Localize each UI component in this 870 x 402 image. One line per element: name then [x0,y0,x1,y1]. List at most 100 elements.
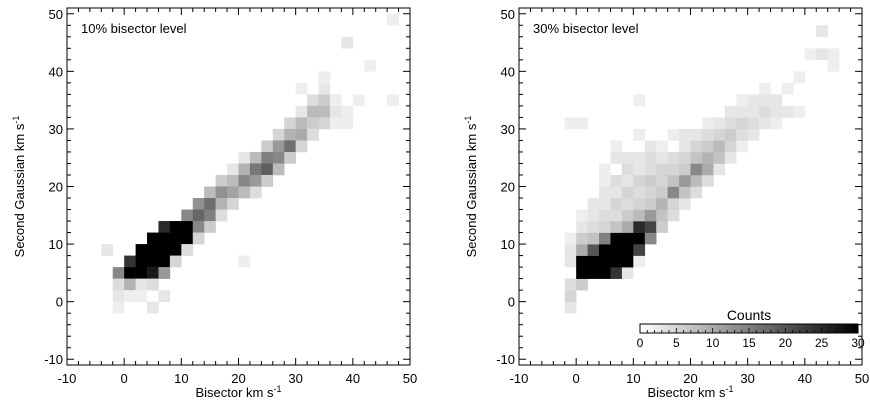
x-tick-label: 50 [403,371,417,386]
x-tick-label: 50 [855,371,869,386]
heatmap-cell [204,221,216,233]
heatmap-cell [318,117,331,130]
heatmap-cell [261,163,274,176]
panel-annotation: 30% bisector level [533,21,639,36]
heatmap-cell [329,117,342,130]
heatmap-cell [135,255,148,268]
heatmap-cell [599,209,611,222]
heatmap-cell [667,198,680,210]
heatmap-cell [679,151,691,164]
x-tick-label: 20 [231,371,245,386]
heatmap-cell [816,25,828,38]
heatmap-cell [736,128,748,141]
heatmap-cell [827,59,840,72]
heatmap-cell [736,94,748,107]
heatmap-cell [238,151,251,164]
heatmap-cell [576,209,588,222]
colorbar-tick-label: 25 [815,336,829,350]
heatmap-cell [747,94,760,107]
heatmap-cell [781,105,794,118]
heatmap-cell [724,140,737,153]
heatmap-cell [690,151,703,164]
heatmap-cell [747,117,760,130]
heatmap-cell [644,140,657,153]
heatmap-cell [587,221,600,233]
heatmap-cell [192,209,205,222]
heatmap-cell [215,209,228,222]
heatmap-cell [610,151,623,164]
heatmap-cell [124,290,136,302]
heatmap-cell [238,186,251,199]
x-tick-label: 10 [626,371,640,386]
x-tick-label: 30 [288,371,302,386]
heatmap-cell [227,174,239,187]
heatmap-cell [307,117,319,130]
heatmap-cell [329,94,342,107]
heatmap-cell [576,267,588,279]
x-axis-label: Bisector km s-1 [195,384,281,400]
heatmap-cell [621,221,634,233]
heatmap-cell [249,174,262,187]
heatmap-cell [227,163,239,176]
heatmap-cell [124,255,136,268]
heatmap-cell [576,221,588,233]
axis-ticks [66,8,411,365]
heatmap-cell [621,198,634,210]
x-tick-label: 30 [740,371,754,386]
heatmap-cell [341,105,354,118]
heatmap-cell [261,140,274,153]
x-axis-label: Bisector km s-1 [647,384,733,400]
heatmap-cell [352,94,365,107]
heatmap-cell [736,117,748,130]
heatmap-cell [227,198,239,210]
heatmap-cell [272,151,285,164]
heatmap-cell [816,48,828,61]
heatmap-cell [295,82,308,95]
heatmap-cell [656,221,668,233]
heatmap-cell [656,186,668,199]
heatmap-cell [633,209,646,222]
heatmap-cell [599,186,611,199]
heatmap-cell [644,209,657,222]
heatmap-cell [147,255,159,268]
heatmap-cell [621,151,634,164]
heatmap-cell [656,163,668,176]
colorbar-tick-label: 30 [851,336,865,350]
heatmap-cell [564,232,577,245]
heatmap-cell [759,94,771,107]
heatmap-cell [633,244,646,256]
heatmap-cell [238,174,251,187]
heatmap-cell [147,278,159,291]
heatmap-cell [656,209,668,222]
heatmap-cell [599,267,611,279]
heatmap-cell [667,186,680,199]
heatmap-cell [644,232,657,245]
heatmap-cell [656,174,668,187]
heatmap-cell [135,290,148,302]
heatmap-cell [804,48,817,61]
y-tick-label: 0 [56,295,63,310]
heatmap-cell [249,186,262,199]
y-tick-labels: -10 0 10 20 30 40 50 [44,7,63,367]
y-tick-label: 10 [501,237,515,252]
heatmap-cell [713,140,726,153]
heatmap-cell [633,232,646,245]
heatmap-cell [576,117,588,130]
heatmap-cell [610,174,623,187]
colorbar-ticks [639,328,859,333]
heatmap-cell [284,140,296,153]
y-tick-label: 40 [501,64,515,79]
heatmap-cell [679,140,691,153]
heatmap-cell [181,221,194,233]
heatmap-cell [701,117,714,130]
x-tick-label: 40 [346,371,360,386]
heatmap-cell [633,186,646,199]
heatmap-cell [295,140,308,153]
heatmap-cell [610,244,623,256]
heatmap-cell [147,244,159,256]
heatmap-cell [158,244,171,256]
heatmap-cell [667,209,680,222]
heatmap-cell [656,151,668,164]
heatmap-cell [633,128,646,141]
